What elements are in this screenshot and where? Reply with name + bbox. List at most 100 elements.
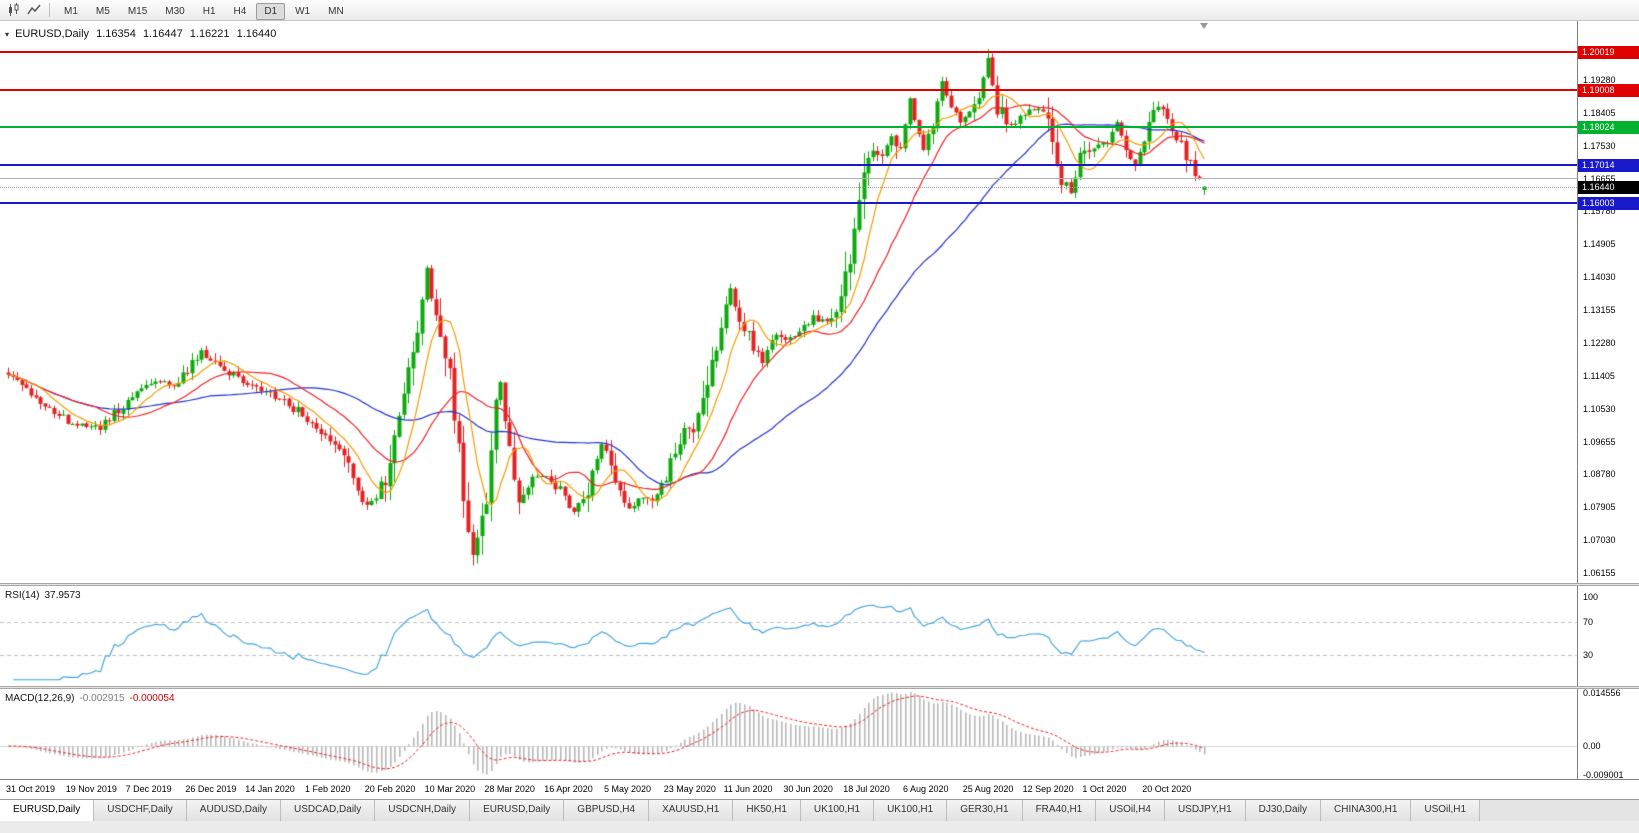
- chart-tab-xauusd-h1[interactable]: XAUUSD,H1: [649, 800, 734, 821]
- chart-tab-usoil-h4[interactable]: USOil,H4: [1096, 800, 1165, 821]
- price-axis-label: 1.09655: [1583, 436, 1616, 447]
- ohlc-close: 1.16440: [236, 28, 277, 40]
- date-label: 19 Nov 2019: [65, 784, 117, 794]
- hline-1.19008[interactable]: [0, 89, 1577, 92]
- macd-signal-value: -0.000054: [129, 693, 175, 704]
- price-axis-label: 1.08780: [1583, 469, 1616, 480]
- rsi-pane: RSI(14) 37.9573: [0, 586, 1577, 686]
- price-axis-label: 1.11405: [1583, 370, 1615, 381]
- price-axis-label: 1.16655: [1583, 173, 1616, 184]
- toolbar-separator: [49, 3, 50, 17]
- price-tag-1.16003: 1.16003: [1578, 197, 1639, 211]
- price-axis-label: 1.06155: [1583, 568, 1616, 578]
- chart-tab-eurusd-daily[interactable]: EURUSD,Daily: [0, 800, 95, 821]
- rsi-canvas[interactable]: [0, 586, 1577, 686]
- price-tag-1.17014: 1.17014: [1578, 159, 1639, 173]
- chart-tabs-bar: EURUSD,Daily USDCHF,Daily AUDUSD,Daily USDC…: [0, 799, 1639, 821]
- chart-tab-ger30-h1[interactable]: GER30,H1: [947, 800, 1023, 821]
- chart-tab-usdcnh-daily[interactable]: USDCNH,Daily: [375, 800, 471, 821]
- chart-tab-audusd-daily[interactable]: AUDUSD,Daily: [186, 800, 282, 821]
- date-label: 18 Jul 2020: [843, 784, 890, 794]
- price-axis-label: 1.18405: [1583, 107, 1616, 118]
- rsi-value: 37.9573: [44, 590, 81, 601]
- time-axis[interactable]: 31 Oct 2019 19 Nov 2019 7 Dec 2019 26 Dec 2…: [0, 779, 1639, 799]
- timeframe-m15-button[interactable]: M15: [127, 6, 148, 17]
- ohlc-high: 1.16447: [142, 28, 183, 40]
- date-label: 25 Aug 2020: [962, 784, 1014, 794]
- price-axis[interactable]: 1.19280 1.18405 1.17530 1.16655 1.15780 1.149…: [1577, 21, 1639, 780]
- date-label: 1 Oct 2020: [1082, 784, 1127, 794]
- chart-tab-usdcad-daily[interactable]: USDCAD,Daily: [281, 800, 376, 821]
- price-axis-label: 1.17530: [1583, 140, 1616, 151]
- timeframe-w1-button[interactable]: W1: [295, 6, 311, 17]
- chart-tab-gbpusd-h4[interactable]: GBPUSD,H4: [564, 800, 650, 821]
- macd-axis-label: 0.00: [1583, 741, 1601, 751]
- date-label: 10 Mar 2020: [424, 784, 476, 794]
- chart-tab-fra40-h1[interactable]: FRA40,H1: [1022, 800, 1097, 821]
- chart-tab-usdjpy-h1[interactable]: USDJPY,H1: [1164, 800, 1246, 821]
- rsi-name: RSI(14): [5, 590, 40, 601]
- hline-1.16003[interactable]: [0, 202, 1577, 205]
- chart-menu-arrow-icon[interactable]: ▾: [5, 30, 10, 39]
- zigzag-indicator-icon[interactable]: [25, 2, 43, 18]
- timeframe-m5-button[interactable]: M5: [95, 6, 110, 17]
- macd-canvas[interactable]: [0, 689, 1577, 779]
- chart-tab-china300-h1[interactable]: CHINA300,H1: [1321, 800, 1412, 821]
- hline-1.18024[interactable]: [0, 126, 1577, 129]
- price-axis-label: 1.13155: [1583, 305, 1616, 316]
- date-label: 31 Oct 2019: [6, 784, 56, 794]
- ohlc-low: 1.16221: [189, 28, 230, 40]
- chart-shift-marker[interactable]: [1200, 23, 1208, 29]
- chart-tab-dj30-daily[interactable]: DJ30,Daily: [1245, 800, 1322, 821]
- date-label: 23 May 2020: [663, 784, 716, 794]
- timeframe-d1-button[interactable]: D1: [256, 3, 286, 20]
- macd-name: MACD(12,26,9): [5, 693, 75, 704]
- price-axis-label: 1.07030: [1583, 535, 1616, 546]
- timeframe-mn-button[interactable]: MN: [328, 6, 344, 17]
- date-label: 30 Jun 2020: [783, 784, 833, 794]
- date-label: 6 Aug 2020: [903, 784, 949, 794]
- macd-main-value: -0.002915: [79, 693, 125, 704]
- timeframe-buttons-group: M1 M5 M15 M30 H1 H4 D1 W1 MN: [55, 1, 353, 20]
- hline-gray[interactable]: [0, 178, 1577, 180]
- hline-1.17014[interactable]: [0, 164, 1577, 167]
- chart-tab-usdchf-daily[interactable]: USDCHF,Daily: [94, 800, 187, 821]
- macd-pane: MACD(12,26,9) -0.002915 -0.000054: [0, 689, 1577, 779]
- chart-tab-usoil-h1[interactable]: USOil,H1: [1411, 800, 1481, 821]
- price-chart-canvas[interactable]: [0, 21, 1577, 583]
- pane-splitter[interactable]: [0, 583, 1639, 586]
- pane-splitter[interactable]: [0, 686, 1639, 689]
- chart-tab-uk100-h1[interactable]: UK100,H1: [874, 800, 948, 821]
- macd-label: MACD(12,26,9) -0.002915 -0.000054: [5, 693, 180, 704]
- status-strip: [0, 821, 1639, 833]
- timeframe-m30-button[interactable]: M30: [165, 6, 185, 17]
- date-label: 7 Dec 2019: [125, 784, 172, 794]
- bid-price-tag: 1.16440: [1578, 180, 1639, 194]
- chart-title: ▾ EURUSD,Daily 1.16354 1.16447 1.16221 1…: [5, 28, 280, 40]
- price-axis-label: 1.19280: [1583, 75, 1616, 85]
- hline-1.20019[interactable]: [0, 51, 1577, 54]
- chart-tab-eurusd-daily[interactable]: EURUSD,Daily: [470, 800, 565, 821]
- candlestick-style-icon[interactable]: [5, 2, 23, 18]
- price-tag-1.19008: 1.19008: [1578, 84, 1639, 98]
- price-chart-pane: ▾ EURUSD,Daily 1.16354 1.16447 1.16221 1…: [0, 21, 1577, 583]
- date-label: 14 Jan 2020: [245, 784, 295, 794]
- date-label: 20 Feb 2020: [364, 784, 416, 794]
- date-label: 16 Apr 2020: [544, 784, 593, 794]
- date-label: 28 Mar 2020: [484, 784, 535, 794]
- timeframe-m1-button[interactable]: M1: [64, 6, 78, 17]
- bid-price-line: [0, 186, 1577, 188]
- timeframe-h4-button[interactable]: H4: [233, 6, 247, 17]
- price-axis-label: 1.14030: [1583, 272, 1616, 283]
- macd-axis-label: 0.014556: [1583, 688, 1621, 698]
- chart-tab-uk100-h1[interactable]: UK100,H1: [800, 800, 875, 821]
- timeframe-h1-button[interactable]: H1: [202, 6, 216, 17]
- date-label: 26 Dec 2019: [185, 784, 237, 794]
- rsi-label: RSI(14) 37.9573: [5, 590, 86, 601]
- date-label: 11 Jun 2020: [723, 784, 773, 794]
- chart-tab-hk50-h1[interactable]: HK50,H1: [733, 800, 801, 821]
- price-axis-label: 1.15780: [1583, 206, 1616, 217]
- price-tag-1.20019: 1.20019: [1578, 46, 1639, 60]
- price-axis-label: 1.14905: [1583, 239, 1616, 250]
